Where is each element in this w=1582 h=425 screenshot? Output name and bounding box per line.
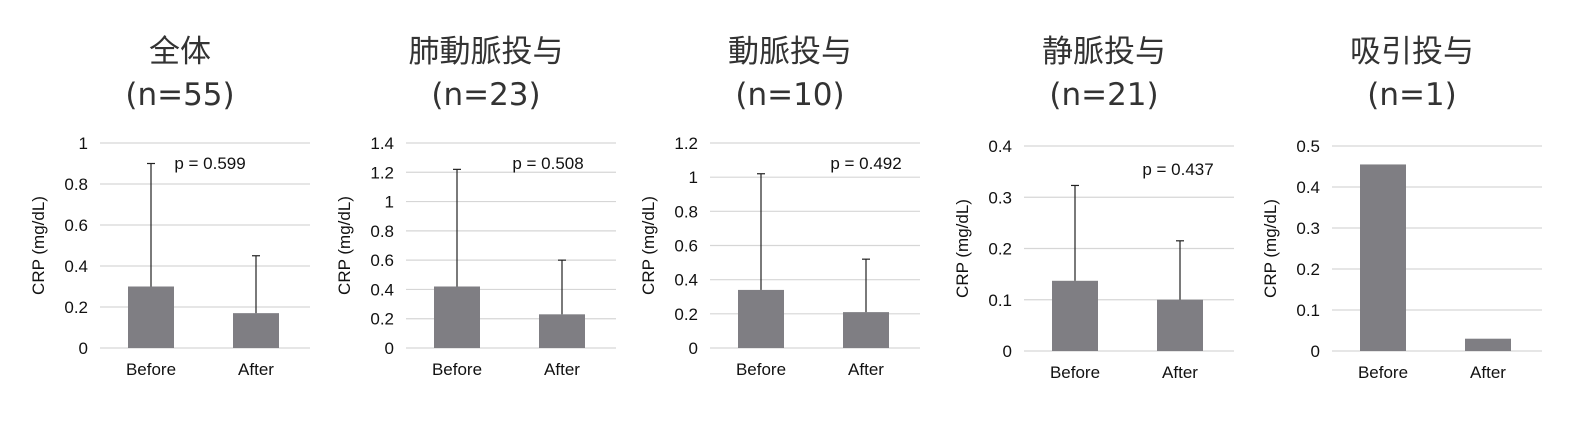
y-tick-label: 0.2: [988, 240, 1012, 259]
y-tick-label: 1: [385, 193, 394, 212]
bar: [1157, 299, 1203, 351]
y-tick-label: 0: [79, 339, 88, 358]
y-tick-label: 0.8: [64, 175, 88, 194]
p-value-annotation: p = 0.599: [174, 154, 245, 173]
chart-panel: 肺動脈投与 (n=23) 0 0.2 0.4 0.6 0.8 1 1.2 1.4 Before Aft…: [328, 0, 644, 425]
bar-chart: 0 0.2 0.4 0.6 0.8 1 1.2 1.4 Before After p = 0.508…: [335, 134, 616, 379]
y-axis-label: CRP (mg/dL): [335, 196, 354, 295]
chart-panel: 静脈投与 (n=21) 0 0.1 0.2 0.3 0.4 Before After p = 0.…: [946, 0, 1262, 425]
y-tick-label: 0.2: [370, 310, 394, 329]
chart-title: 動脈投与: [728, 34, 852, 70]
y-tick-label: 0.1: [988, 291, 1012, 310]
y-tick-label: 0.4: [1296, 178, 1320, 197]
bar: [1465, 338, 1511, 351]
y-axis-label: CRP (mg/dL): [29, 196, 48, 295]
y-axis-label: CRP (mg/dL): [639, 196, 658, 295]
bar: [233, 313, 279, 348]
y-tick-label: 0.2: [674, 305, 698, 324]
x-tick-label: Before: [126, 360, 176, 379]
chart-title: 静脈投与: [1042, 34, 1166, 70]
x-tick-label: After: [1470, 363, 1506, 382]
y-tick-label: 0.6: [674, 237, 698, 256]
y-tick-label: 0.8: [674, 202, 698, 221]
y-tick-label: 1.4: [370, 134, 394, 153]
chart-subtitle: (n=21): [1049, 77, 1159, 113]
x-tick-label: Before: [1050, 363, 1100, 382]
bar: [1052, 280, 1098, 351]
y-tick-label: 1.2: [674, 134, 698, 153]
x-tick-label: Before: [1358, 363, 1408, 382]
bar: [1360, 164, 1406, 351]
y-tick-label: 0: [1003, 342, 1012, 361]
chart-title: 全体: [149, 34, 211, 70]
y-tick-label: 0.4: [988, 137, 1012, 156]
x-tick-label: Before: [736, 360, 786, 379]
y-tick-label: 1.2: [370, 163, 394, 182]
y-tick-label: 0.3: [1296, 219, 1320, 238]
y-tick-label: 0.1: [1296, 301, 1320, 320]
chart-panel: 動脈投与 (n=10) 0 0.2 0.4 0.6 0.8 1 1.2 Before After p …: [632, 0, 948, 425]
x-tick-label: After: [544, 360, 580, 379]
chart-subtitle: (n=23): [431, 77, 541, 113]
y-tick-label: 0.6: [64, 216, 88, 235]
bar: [738, 289, 784, 348]
y-tick-label: 0.3: [988, 188, 1012, 207]
bar: [434, 286, 480, 348]
chart-subtitle: (n=10): [735, 77, 845, 113]
chart-subtitle: (n=1): [1367, 77, 1457, 113]
bar: [843, 312, 889, 348]
y-tick-label: 0.2: [1296, 260, 1320, 279]
bar-chart: 0 0.2 0.4 0.6 0.8 1 1.2 Before After p = 0.492 CRP…: [639, 134, 920, 379]
y-tick-label: 0: [1311, 342, 1320, 361]
bar: [539, 314, 585, 348]
bar-chart: 0 0.1 0.2 0.3 0.4 Before After p = 0.437 CRP (mg…: [953, 137, 1234, 382]
y-tick-label: 0: [385, 339, 394, 358]
p-value-annotation: p = 0.508: [512, 154, 583, 173]
y-axis-label: CRP (mg/dL): [953, 199, 972, 298]
y-tick-label: 0.4: [370, 280, 394, 299]
p-value-annotation: p = 0.437: [1142, 160, 1213, 179]
y-tick-label: 0.4: [64, 257, 88, 276]
y-tick-label: 1: [689, 168, 698, 187]
chart-title: 吸引投与: [1350, 34, 1474, 70]
chart-panel: 全体 (n=55) 0 0.2 0.4 0.6 0.8 1 Before After p = 0.5…: [22, 0, 338, 425]
y-tick-label: 0.2: [64, 298, 88, 317]
y-tick-label: 0.6: [370, 251, 394, 270]
y-tick-label: 0.5: [1296, 137, 1320, 156]
bar-chart: 0 0.1 0.2 0.3 0.4 0.5 Before After CRP (mg/dL): [1261, 137, 1542, 382]
y-tick-label: 0.8: [370, 222, 394, 241]
chart-subtitle: (n=55): [125, 77, 235, 113]
bar: [128, 286, 174, 348]
y-tick-label: 1: [79, 134, 88, 153]
y-axis-label: CRP (mg/dL): [1261, 199, 1280, 298]
bar-chart: 0 0.2 0.4 0.6 0.8 1 Before After p = 0.599 CRP (m…: [29, 134, 310, 379]
y-tick-label: 0.4: [674, 271, 698, 290]
x-tick-label: After: [1162, 363, 1198, 382]
x-tick-label: Before: [432, 360, 482, 379]
p-value-annotation: p = 0.492: [830, 154, 901, 173]
y-tick-label: 0: [689, 339, 698, 358]
x-tick-label: After: [238, 360, 274, 379]
x-tick-label: After: [848, 360, 884, 379]
chart-title: 肺動脈投与: [408, 34, 564, 70]
chart-panel: 吸引投与 (n=1) 0 0.1 0.2 0.3 0.4 0.5 Before After CRP …: [1254, 0, 1570, 425]
